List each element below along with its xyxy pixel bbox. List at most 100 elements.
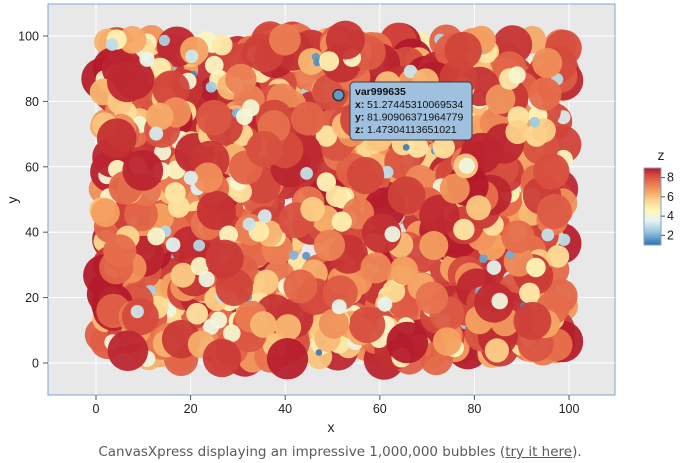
bubble[interactable] — [532, 47, 563, 79]
bubble[interactable] — [203, 318, 220, 335]
bubble[interactable] — [192, 162, 223, 193]
bubble[interactable] — [257, 209, 272, 224]
bubble[interactable] — [403, 64, 418, 79]
bubble[interactable] — [246, 131, 283, 168]
bubble[interactable] — [168, 196, 190, 218]
bubble[interactable] — [288, 250, 299, 260]
bubble[interactable] — [347, 157, 385, 195]
bubble[interactable] — [491, 292, 509, 310]
bubble[interactable] — [318, 308, 349, 339]
bubble[interactable] — [331, 211, 352, 232]
bubble[interactable] — [519, 282, 540, 304]
bubble[interactable] — [196, 99, 232, 136]
bubble[interactable] — [149, 126, 164, 141]
bubble[interactable] — [533, 153, 570, 190]
bubble[interactable] — [486, 260, 502, 275]
bubble[interactable] — [315, 349, 323, 356]
bubble[interactable] — [274, 314, 302, 341]
bubble[interactable] — [300, 167, 313, 180]
bubble[interactable] — [193, 239, 206, 252]
bubble[interactable] — [439, 173, 470, 204]
bubble[interactable] — [283, 269, 318, 304]
bubble[interactable] — [118, 26, 147, 54]
bubble[interactable] — [508, 66, 526, 84]
bubble[interactable] — [105, 38, 119, 51]
bubble[interactable] — [444, 31, 482, 70]
bubble[interactable] — [389, 256, 419, 285]
bubble[interactable] — [253, 269, 279, 295]
bubble[interactable] — [165, 237, 181, 252]
bubble[interactable] — [91, 198, 120, 228]
bubble[interactable] — [190, 257, 210, 276]
bubble[interactable] — [319, 51, 340, 72]
bubble[interactable] — [402, 144, 410, 151]
bubble[interactable] — [557, 233, 571, 246]
bubble[interactable] — [158, 34, 170, 47]
bubble[interactable] — [211, 34, 233, 56]
bubble[interactable] — [146, 102, 174, 131]
bubble[interactable] — [139, 51, 155, 67]
bubble[interactable] — [432, 327, 462, 356]
bubble[interactable] — [361, 213, 402, 254]
bubble[interactable] — [501, 220, 535, 254]
bubble[interactable] — [266, 338, 309, 380]
bubble[interactable] — [348, 306, 386, 344]
try-it-here-link[interactable]: try it here — [505, 444, 573, 460]
bubble[interactable] — [466, 195, 491, 221]
highlighted-point[interactable] — [332, 88, 345, 102]
bubble[interactable] — [313, 58, 322, 67]
bubble[interactable] — [242, 99, 260, 117]
bubble[interactable] — [124, 197, 158, 232]
bubble[interactable] — [170, 262, 196, 288]
bubble[interactable] — [536, 193, 572, 229]
bubble[interactable] — [223, 324, 241, 343]
bubble[interactable] — [103, 234, 137, 268]
bubble[interactable] — [485, 84, 516, 114]
bubble[interactable] — [186, 302, 209, 325]
bubble[interactable] — [96, 118, 137, 158]
bubble[interactable] — [377, 296, 393, 312]
bubble[interactable] — [219, 225, 239, 245]
bubble[interactable] — [269, 23, 301, 56]
bubble[interactable] — [453, 218, 475, 241]
bubble[interactable] — [312, 74, 349, 111]
bubble[interactable] — [185, 49, 199, 63]
bubble[interactable] — [205, 81, 217, 93]
bubble[interactable] — [387, 176, 426, 215]
bubble[interactable] — [322, 275, 358, 311]
bubble[interactable] — [242, 217, 256, 231]
bubble[interactable] — [384, 226, 401, 243]
bubble[interactable] — [130, 305, 144, 319]
bubble[interactable] — [107, 61, 148, 103]
bubble[interactable] — [122, 150, 164, 191]
bubble[interactable] — [154, 143, 172, 161]
bubble[interactable] — [315, 125, 338, 147]
bubble[interactable] — [479, 254, 488, 263]
bubble[interactable] — [300, 196, 326, 222]
bubble[interactable] — [331, 299, 347, 315]
bubble[interactable] — [205, 55, 224, 75]
bubble[interactable] — [147, 227, 166, 246]
bubble[interactable] — [290, 101, 325, 136]
bubble[interactable] — [313, 229, 346, 261]
bubble[interactable] — [513, 301, 552, 340]
bubble[interactable] — [419, 194, 460, 235]
bubble[interactable] — [526, 257, 546, 278]
bubble[interactable] — [183, 170, 198, 185]
bubble[interactable] — [107, 330, 149, 372]
bubble[interactable] — [249, 311, 277, 338]
bubble[interactable] — [432, 136, 455, 159]
bubble[interactable] — [386, 321, 429, 364]
bubble[interactable] — [406, 136, 429, 158]
bubble[interactable] — [196, 190, 236, 231]
bubble[interactable] — [484, 338, 509, 363]
bubble[interactable] — [205, 239, 244, 278]
bubble[interactable] — [419, 231, 449, 260]
bubble[interactable] — [325, 185, 348, 208]
bubble[interactable] — [360, 252, 392, 284]
bubble[interactable] — [505, 119, 530, 145]
bubble[interactable] — [225, 63, 257, 96]
bubble-layer[interactable] — [81, 20, 584, 380]
bubble[interactable] — [198, 271, 215, 288]
